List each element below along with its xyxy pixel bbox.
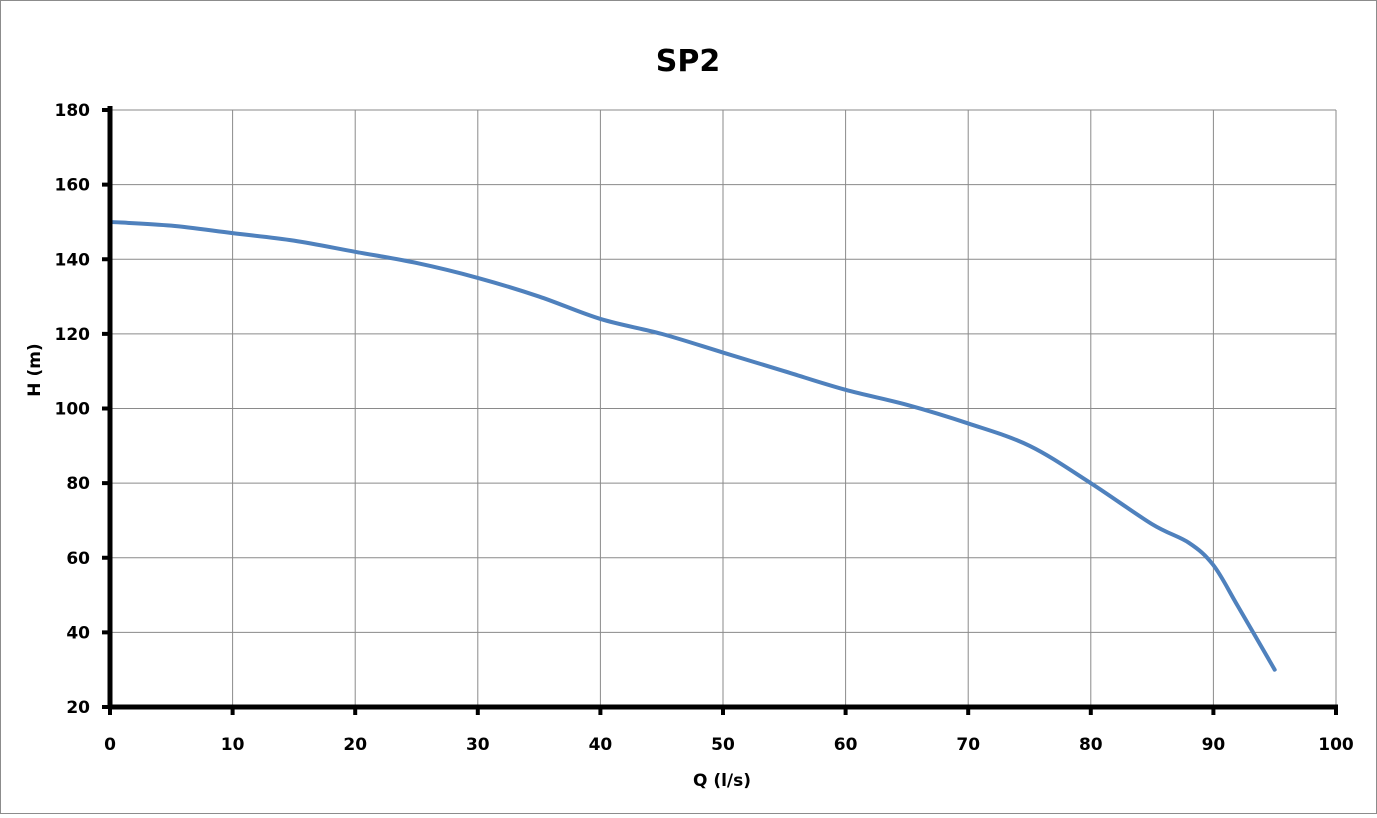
x-tick-label: 70	[956, 735, 980, 755]
x-tick-label: 40	[589, 735, 613, 755]
y-tick-label: 120	[55, 325, 91, 345]
x-tick-label: 10	[221, 735, 245, 755]
y-tick-label: 180	[55, 101, 91, 121]
x-tick-label: 20	[343, 735, 367, 755]
y-tick-label: 60	[66, 549, 90, 569]
y-tick-label: 80	[66, 474, 90, 494]
series-group	[108, 219, 1277, 672]
x-tick-label: 80	[1079, 735, 1103, 755]
x-tick-label: 60	[834, 735, 858, 755]
x-axis-title: Q (l/s)	[693, 771, 751, 791]
x-tick-label: 90	[1202, 735, 1226, 755]
series-line	[108, 219, 1277, 672]
x-tick-label: 0	[104, 735, 116, 755]
y-axis-title: H (m)	[25, 343, 45, 396]
chart-title: SP2	[656, 44, 720, 79]
y-tick-label: 160	[55, 176, 91, 196]
y-tick-label: 40	[66, 623, 90, 643]
grid-lines	[110, 109, 1337, 707]
x-tick-label: 30	[466, 735, 490, 755]
tick-labels: 0 10 20 30 40 50 60 70 80 90 100 20 40 60 80 100 120 140 1…	[55, 101, 1354, 755]
x-tick-label: 50	[711, 735, 735, 755]
axes	[102, 106, 1338, 715]
y-tick-label: 100	[55, 400, 91, 420]
x-tick-label: 100	[1318, 735, 1354, 755]
y-tick-label: 140	[55, 250, 91, 270]
y-tick-label: 20	[66, 698, 90, 718]
